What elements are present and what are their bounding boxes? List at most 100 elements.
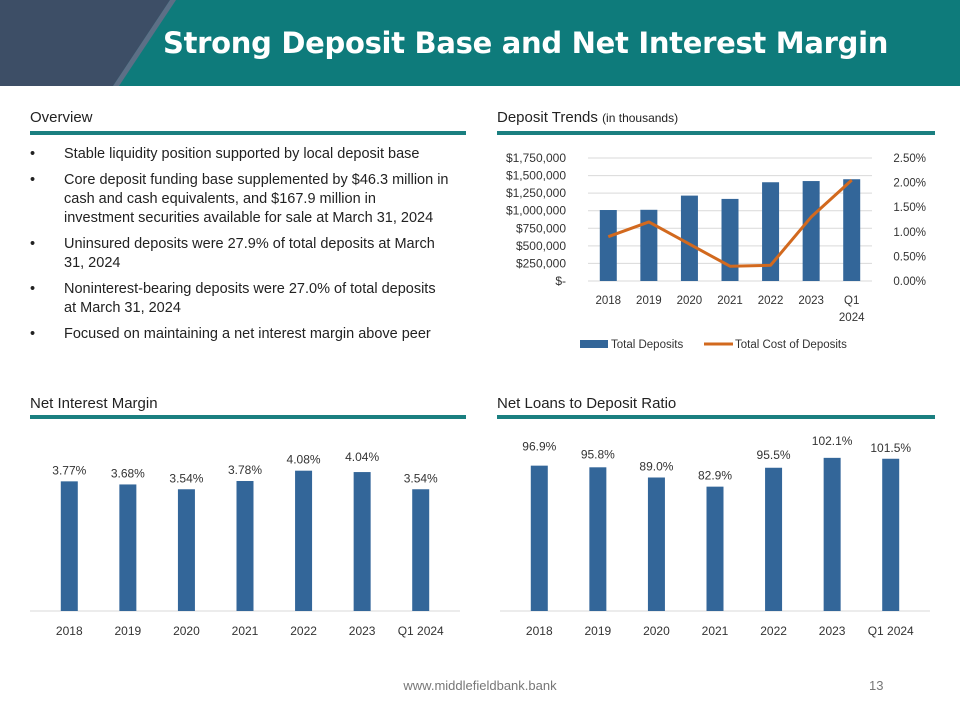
deposit-trends-rule	[497, 131, 935, 135]
data-label: 4.08%	[287, 453, 321, 467]
deposit-trends-chart: $- $250,000 $500,000 $750,000 $1,000,000 $1,2…	[506, 151, 926, 351]
x-tick-label: 2020	[643, 624, 670, 638]
x-tick-label: 2023	[349, 624, 376, 638]
nim-title: Net Interest Margin	[30, 395, 158, 412]
data-bar	[60, 481, 78, 611]
y-tick-label: $750,000	[516, 221, 566, 235]
deposit-bar	[762, 182, 780, 281]
cost-of-deposits-line	[607, 179, 853, 268]
x-tick-label: 2018	[56, 624, 83, 638]
y-tick-label: $-	[555, 274, 566, 288]
nim-rule	[30, 415, 466, 419]
deposit-trends-title: Deposit Trends (in thousands)	[497, 109, 678, 126]
bullet-dot-icon: •	[30, 326, 36, 342]
x-tick-label: 2020	[677, 295, 703, 307]
overview-bullet-text: Uninsured deposits were 27.9% of total d…	[64, 236, 435, 271]
deposit-trends-title-text: Deposit Trends	[497, 109, 598, 126]
y2-tick-label: 0.00%	[893, 276, 926, 288]
x-tick-label: Q1	[844, 295, 859, 307]
data-label: 95.5%	[757, 448, 791, 462]
data-label: 3.54%	[404, 471, 438, 485]
y2-tick-label: 2.00%	[893, 178, 926, 190]
data-bar	[823, 457, 841, 611]
data-label: 4.04%	[345, 450, 379, 464]
overview-bullet-text: Stable liquidity position supported by l…	[64, 146, 420, 162]
y-tick-label: $500,000	[516, 239, 566, 253]
x-tick-label: Q1 2024	[398, 624, 444, 638]
y2-tick-label: 0.50%	[893, 251, 926, 263]
x-tick-label: 2024	[839, 312, 865, 324]
ltd-title: Net Loans to Deposit Ratio	[497, 395, 677, 412]
x-tick-label: 2020	[173, 624, 200, 638]
data-bar	[647, 477, 665, 611]
deposit-trends-subtitle: (in thousands)	[602, 111, 679, 125]
x-tick-label: 2019	[585, 624, 612, 638]
overview-bullet-4: • Noninterest-bearing deposits were 27.0%…	[30, 280, 450, 318]
data-label: 3.54%	[169, 471, 203, 485]
x-tick-label: 2019	[636, 295, 662, 307]
data-bar	[119, 484, 137, 611]
deposit-bar	[680, 195, 698, 281]
overview-bullet-3: • Uninsured deposits were 27.9% of total …	[30, 235, 450, 273]
overview-bullet-1: • Stable liquidity position supported by …	[30, 145, 450, 164]
overview-bullets: • Stable liquidity position supported by …	[30, 145, 450, 351]
ltd-rule	[497, 415, 935, 419]
overview-bullet-2: • Core deposit funding base supplemented …	[30, 171, 450, 228]
data-label: 102.1%	[812, 434, 853, 448]
overview-title: Overview	[30, 109, 93, 126]
deposit-bar	[843, 179, 861, 281]
data-label: 89.0%	[639, 460, 673, 474]
page-number: 13	[869, 678, 884, 693]
bullet-dot-icon: •	[30, 281, 36, 297]
ltd-chart: 96.9% 2018 95.8% 2019 89.0% 2020 82.9% 2021 95.5…	[500, 434, 930, 638]
x-tick-label: 2021	[232, 624, 259, 638]
data-bar	[295, 470, 313, 611]
bullet-dot-icon: •	[30, 236, 36, 252]
data-bar	[589, 467, 607, 611]
overview-bullet-text: Noninterest-bearing deposits were 27.0% …	[64, 281, 436, 316]
data-label: 3.78%	[228, 463, 262, 477]
x-tick-label: 2018	[526, 624, 553, 638]
legend-swatch-total-deposits	[580, 340, 608, 348]
y-tick-label: $1,750,000	[506, 151, 566, 165]
y-tick-label: $250,000	[516, 256, 566, 270]
x-tick-label: 2021	[702, 624, 729, 638]
x-tick-label: 2022	[290, 624, 317, 638]
y2-tick-label: 1.00%	[893, 227, 926, 239]
data-label: 3.68%	[111, 466, 145, 480]
overview-bullet-text: Core deposit funding base supplemented b…	[64, 172, 449, 226]
x-tick-label: 2023	[798, 295, 824, 307]
x-tick-label: 2022	[758, 295, 784, 307]
bullet-dot-icon: •	[30, 172, 36, 188]
y-tick-label: $1,000,000	[506, 204, 566, 218]
x-tick-label: 2018	[595, 295, 621, 307]
x-tick-label: Q1 2024	[868, 624, 914, 638]
y2-tick-label: 2.50%	[893, 153, 926, 165]
y-tick-label: $1,500,000	[506, 169, 566, 183]
data-bar	[353, 472, 371, 611]
deposit-bar	[599, 210, 617, 281]
data-label: 82.9%	[698, 469, 732, 483]
bullet-dot-icon: •	[30, 146, 36, 162]
nim-chart: 3.77% 2018 3.68% 2019 3.54% 2020 3.78% 2021 4.08…	[30, 450, 460, 638]
data-bar	[706, 486, 724, 611]
header-decoration	[0, 0, 176, 86]
overview-bullet-5: • Focused on maintaining a net interest m…	[30, 325, 450, 344]
x-tick-label: 2019	[115, 624, 142, 638]
data-label: 3.77%	[52, 463, 86, 477]
data-bar	[882, 458, 900, 611]
data-bar	[236, 481, 254, 611]
deposit-bar	[802, 181, 820, 281]
deposit-bar	[640, 209, 658, 281]
data-label: 96.9%	[522, 440, 556, 454]
x-tick-label: 2021	[717, 295, 743, 307]
legend-label-total-cost: Total Cost of Deposits	[735, 339, 847, 351]
data-label: 95.8%	[581, 447, 615, 461]
overview-bullet-text: Focused on maintaining a net interest ma…	[64, 326, 431, 342]
data-label: 101.5%	[870, 441, 911, 455]
page-title: Strong Deposit Base and Net Interest Mar…	[163, 26, 889, 60]
data-bar	[177, 489, 195, 611]
header-banner: Strong Deposit Base and Net Interest Mar…	[0, 0, 960, 86]
legend-label-total-deposits: Total Deposits	[611, 339, 683, 351]
footer-url[interactable]: www.middlefieldbank.bank	[403, 678, 557, 693]
